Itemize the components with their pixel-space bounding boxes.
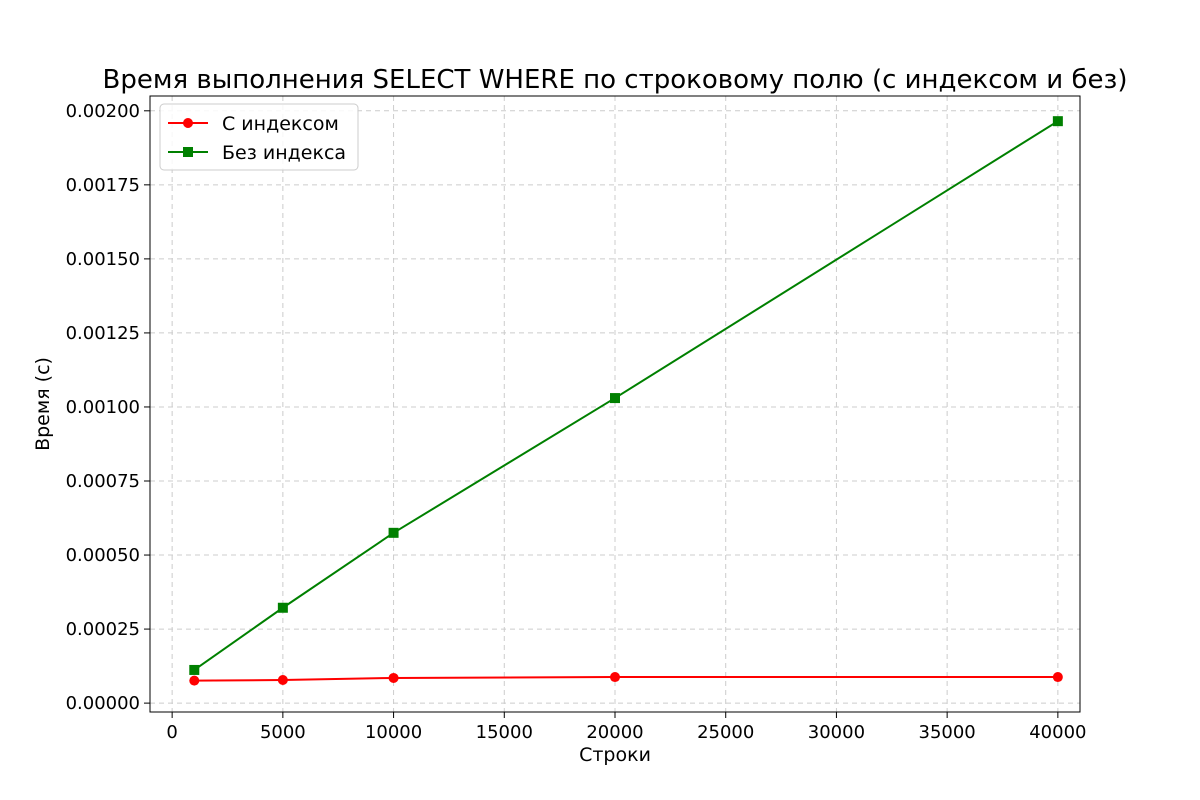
- x-tick-label: 15000: [476, 722, 533, 743]
- series-1-point: [189, 675, 200, 686]
- y-tick-label: 0.00000: [66, 693, 140, 714]
- x-tick-label: 25000: [697, 722, 754, 743]
- y-tick-label: 0.00025: [66, 619, 140, 640]
- legend-label: С индексом: [222, 113, 339, 135]
- legend-marker: [183, 147, 193, 157]
- series-1-point: [277, 675, 288, 686]
- grid: [150, 96, 1080, 712]
- legend-box: [159, 103, 359, 171]
- series-layer: [189, 116, 1063, 686]
- series-1: [189, 672, 1063, 686]
- series-2: [189, 116, 1063, 675]
- y-tick-label: 0.00100: [66, 397, 140, 418]
- y-tick-label: 0.00125: [66, 323, 140, 344]
- legend-item: С индексом: [168, 113, 339, 135]
- y-axis-label: Время (с): [32, 357, 54, 451]
- series-2-point: [388, 527, 399, 538]
- x-tick-label: 10000: [365, 722, 422, 743]
- legend-item: Без индекса: [168, 142, 346, 164]
- axis-ticks: 0 5000 10000 15000 20000 25000 30000 35000 40000…: [66, 101, 1087, 743]
- series-2-point: [277, 602, 288, 613]
- y-tick-label: 0.00075: [66, 471, 140, 492]
- series-1-point: [388, 672, 399, 683]
- series-2-point: [189, 664, 200, 675]
- series-2-point: [1052, 116, 1063, 127]
- series-1-point: [610, 672, 620, 683]
- x-axis-label: Строки: [579, 744, 651, 766]
- legend-label: Без индекса: [222, 142, 346, 164]
- x-tick-label: 35000: [919, 722, 976, 743]
- x-tick-label: 20000: [586, 722, 643, 743]
- x-tick-label: 40000: [1029, 722, 1086, 743]
- y-tick-label: 0.00050: [66, 545, 140, 566]
- chart-title: Время выполнения SELECT WHERE по строков…: [103, 65, 1128, 95]
- x-tick-label: 30000: [808, 722, 865, 743]
- series-2-point: [610, 393, 620, 404]
- y-tick-label: 0.00200: [66, 101, 140, 122]
- series-1-point: [1052, 672, 1063, 683]
- legend-marker: [183, 118, 193, 128]
- legend: С индексом Без индекса: [159, 103, 359, 171]
- x-tick-label: 5000: [260, 722, 306, 743]
- series-1-line: [194, 676, 1058, 682]
- y-tick-label: 0.00175: [66, 175, 140, 196]
- y-tick-label: 0.00150: [66, 249, 140, 270]
- series-2-line: [193, 120, 1059, 671]
- x-tick-label: 0: [166, 722, 177, 743]
